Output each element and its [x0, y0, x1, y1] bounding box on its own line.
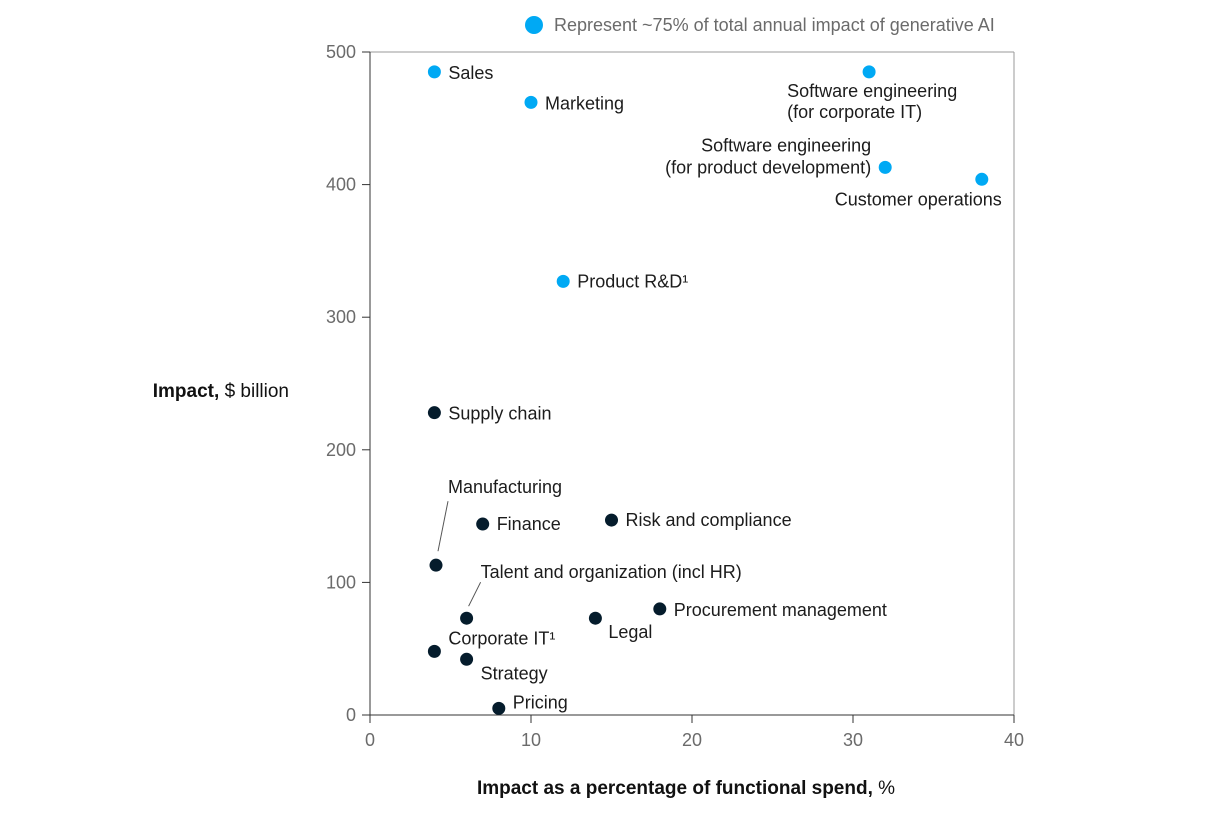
point-label: Risk and compliance — [626, 510, 792, 530]
point-label: Procurement management — [674, 600, 887, 620]
point-label: Manufacturing — [448, 477, 562, 497]
data-point — [556, 274, 570, 288]
x-tick-label: 40 — [1004, 730, 1024, 750]
data-point — [524, 95, 538, 109]
data-point — [878, 160, 892, 174]
x-tick-label: 30 — [843, 730, 863, 750]
point-labels: Sales Marketing Software engineering (for c… — [448, 63, 1002, 712]
axis-titles: Impact, $ billion Impact as a percentage … — [153, 381, 895, 799]
legend: Represent ~75% of total annual impact of… — [525, 15, 995, 35]
data-point — [427, 65, 441, 79]
y-tick-label: 400 — [326, 175, 356, 195]
data-point — [862, 65, 876, 79]
data-point — [476, 517, 490, 531]
point-label: Software engineering (for product develop… — [665, 135, 871, 177]
point-label: Software engineering (for corporate IT) — [787, 81, 957, 122]
axis-ticks: 0 100 200 300 400 500 0 10 20 30 40 — [326, 42, 1024, 750]
point-label: Pricing — [513, 692, 568, 712]
point-label: Marketing — [545, 93, 624, 113]
point-label: Finance — [497, 514, 561, 534]
data-point — [427, 406, 441, 420]
data-point — [653, 602, 667, 616]
point-label: Talent and organization (incl HR) — [481, 562, 742, 582]
x-tick-label: 10 — [521, 730, 541, 750]
legend-marker — [525, 16, 543, 34]
point-label: Legal — [608, 622, 652, 642]
point-label: Product R&D¹ — [577, 271, 688, 291]
x-tick-label: 20 — [682, 730, 702, 750]
x-axis-title: Impact as a percentage of functional spe… — [477, 778, 895, 799]
data-point — [492, 701, 506, 715]
y-tick-label: 0 — [346, 705, 356, 725]
data-point — [427, 644, 441, 658]
data-point — [460, 652, 474, 666]
point-label: Sales — [448, 63, 493, 83]
y-tick-label: 200 — [326, 440, 356, 460]
point-label: Corporate IT¹ — [448, 628, 555, 648]
y-axis-title: Impact, $ billion — [153, 381, 289, 402]
x-tick-label: 0 — [365, 730, 375, 750]
data-point — [605, 513, 618, 527]
point-label: Strategy — [481, 663, 548, 683]
data-point — [460, 611, 474, 625]
data-point — [975, 172, 989, 186]
data-points — [427, 65, 989, 715]
data-point — [429, 558, 443, 572]
leader-line — [437, 501, 449, 552]
y-tick-label: 500 — [326, 42, 356, 62]
data-point — [588, 611, 602, 625]
y-tick-label: 300 — [326, 307, 356, 327]
leader-line — [468, 581, 482, 607]
leader-lines — [437, 501, 482, 607]
legend-label: Represent ~75% of total annual impact of… — [554, 15, 995, 35]
point-label: Customer operations — [835, 189, 1002, 209]
point-label: Supply chain — [448, 404, 551, 424]
y-tick-label: 100 — [326, 572, 356, 592]
